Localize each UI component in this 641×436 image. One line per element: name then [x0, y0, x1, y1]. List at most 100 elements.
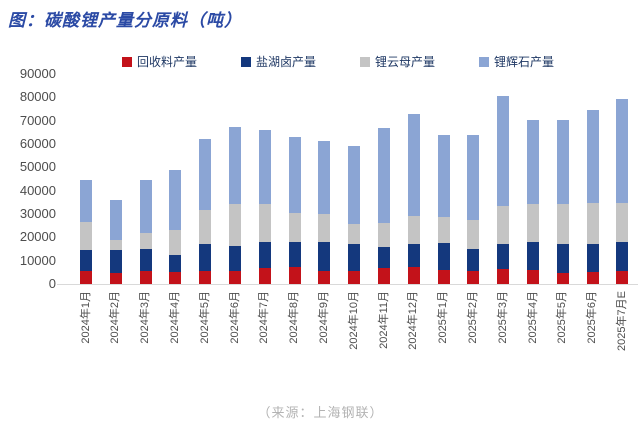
bar-segment-盐湖卤产量: [527, 242, 539, 270]
bar-segment-锂辉石产量: [139, 180, 152, 234]
bar-segment-回收料产量: [556, 273, 569, 284]
bar-segment-盐湖卤产量: [407, 244, 420, 267]
bar-segment-锂辉石产量: [586, 109, 599, 203]
bar-segment-回收料产量: [407, 266, 420, 284]
bar-segment-锂辉石产量: [169, 169, 182, 230]
legend-label: 锂云母产量: [375, 55, 436, 69]
legend-swatch-icon: [479, 56, 490, 67]
bar-segment-盐湖卤产量: [199, 243, 212, 271]
bar-segment-盐湖卤产量: [139, 249, 152, 271]
y-axis-tick-label: 50000: [19, 159, 56, 175]
bar-segment-盐湖卤产量: [556, 243, 569, 274]
plot-area: [62, 74, 637, 284]
bar-segment-回收料产量: [139, 270, 152, 284]
x-axis-tick-label: 2024年5月: [198, 291, 211, 344]
bar-segment-锂云母产量: [527, 203, 539, 242]
bar-segment-锂云母产量: [586, 202, 599, 244]
bar-segment-锂辉石产量: [109, 199, 122, 240]
bar-segment-锂云母产量: [616, 202, 629, 242]
bar-segment-盐湖卤产量: [467, 248, 480, 271]
bar-segment-锂辉石产量: [229, 127, 241, 205]
chart-title: 图：碳酸锂产量分原料（吨）: [8, 11, 242, 30]
bar-segment-锂辉石产量: [407, 114, 420, 216]
bar-segment-回收料产量: [109, 273, 122, 284]
x-axis-tick-label: 2025年3月: [496, 291, 509, 344]
bar-segment-锂辉石产量: [199, 138, 212, 211]
bar-segment-锂云母产量: [556, 204, 569, 244]
bar-segment-锂云母产量: [348, 223, 361, 244]
bar-segment-锂辉石产量: [348, 145, 361, 224]
bar-segment-锂辉石产量: [527, 119, 539, 204]
bar-segment-锂云母产量: [109, 239, 122, 251]
bar-segment-盐湖卤产量: [288, 241, 301, 268]
y-axis-tick-label: 70000: [19, 112, 56, 128]
bar-segment-盐湖卤产量: [169, 254, 182, 273]
bar-segment-回收料产量: [527, 269, 539, 284]
bar-segment-盐湖卤产量: [318, 242, 331, 271]
bar-segment-盐湖卤产量: [437, 243, 450, 270]
y-axis-tick-label: 80000: [19, 89, 56, 105]
bar-segment-回收料产量: [348, 270, 361, 284]
bar-segment-锂辉石产量: [497, 96, 510, 207]
bar-segment-回收料产量: [586, 271, 599, 284]
x-axis-tick-label: 2025年1月: [437, 291, 450, 344]
bar-segment-锂辉石产量: [556, 119, 569, 205]
x-axis-tick-label: 2025年5月: [556, 291, 569, 344]
bar-segment-锂云母产量: [258, 203, 271, 242]
bar-segment-锂辉石产量: [437, 134, 450, 218]
y-axis-tick-label: 90000: [19, 66, 56, 81]
bar-segment-锂云母产量: [288, 212, 301, 242]
legend-swatch-icon: [360, 56, 371, 67]
x-axis-tick-label: 2024年7月: [258, 291, 271, 344]
bar-segment-回收料产量: [199, 270, 212, 284]
bar-segment-盐湖卤产量: [258, 242, 271, 269]
bar-segment-盐湖卤产量: [229, 245, 241, 272]
bar-segment-锂辉石产量: [80, 180, 92, 222]
legend-swatch-icon: [122, 56, 132, 67]
bar-segment-锂辉石产量: [378, 128, 390, 224]
x-axis-tick-label: 2024年12月: [407, 291, 420, 350]
bar-segment-锂辉石产量: [288, 137, 301, 213]
bar-segment-回收料产量: [378, 268, 390, 284]
bar-segment-回收料产量: [616, 270, 629, 284]
bar-segment-盐湖卤产量: [586, 243, 599, 272]
legend-label: 盐湖卤产量: [256, 55, 317, 69]
bar-segment-回收料产量: [318, 270, 331, 284]
bar-segment-回收料产量: [258, 268, 271, 284]
y-axis-tick-label: 10000: [19, 252, 56, 268]
bar-segment-盐湖卤产量: [616, 242, 629, 271]
bar-segment-盐湖卤产量: [80, 250, 92, 271]
chart-legend: 回收料产量 盐湖卤产量 锂云母产量 锂辉石产量: [122, 53, 554, 70]
bar-segment-回收料产量: [497, 268, 510, 284]
x-axis-tick-label: 2024年11月: [377, 291, 390, 349]
y-axis-tick-label: 30000: [19, 206, 56, 221]
x-axis-tick-label: 2024年2月: [109, 291, 122, 344]
x-axis-tick-label: 2024年4月: [168, 291, 181, 344]
x-axis-tick-label: 2024年8月: [288, 291, 301, 344]
legend-item-spodumene: 锂辉石产量: [479, 53, 554, 70]
bar-segment-盐湖卤产量: [378, 247, 390, 269]
y-axis-tick-label: 60000: [19, 136, 56, 151]
bar-segment-盐湖卤产量: [497, 243, 510, 269]
x-axis-line: [57, 284, 638, 285]
source-note: （来源：上海钢联）: [257, 405, 384, 420]
legend-swatch-icon: [241, 56, 252, 67]
bar-segment-锂云母产量: [199, 210, 212, 244]
bar-segment-锂辉石产量: [318, 141, 331, 215]
bar-segment-锂云母产量: [318, 214, 331, 243]
bar-segment-锂云母产量: [80, 221, 92, 251]
bar-segment-盐湖卤产量: [348, 243, 361, 271]
bar-segment-锂云母产量: [229, 204, 241, 246]
bar-segment-锂云母产量: [407, 215, 420, 245]
bar-segment-锂云母产量: [378, 223, 390, 248]
x-axis-tick-label: 2024年3月: [139, 291, 152, 344]
bar-segment-锂云母产量: [467, 219, 480, 249]
bar-segment-回收料产量: [229, 271, 241, 284]
legend-item-salt-lake: 盐湖卤产量: [241, 53, 316, 70]
bar-segment-锂云母产量: [139, 233, 152, 250]
bar-segment-锂辉石产量: [258, 130, 271, 204]
x-axis-tick-label: 2024年1月: [79, 291, 92, 344]
legend-label: 回收料产量: [137, 55, 198, 69]
x-axis-tick-label: 2024年6月: [228, 291, 241, 344]
bar-segment-回收料产量: [169, 272, 182, 284]
